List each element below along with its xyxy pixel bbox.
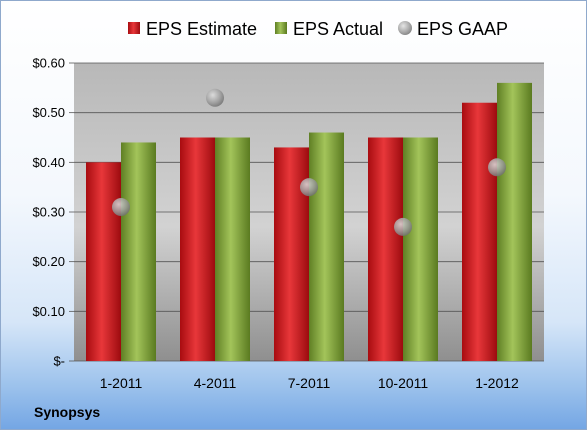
legend-item-actual: EPS Actual — [275, 19, 383, 39]
marker-eps-gaap — [488, 158, 506, 177]
y-axis-ticks: $- $0.10 $0.20 $0.30 $0.40 $0.50 $0.60 — [32, 56, 65, 369]
bar-eps-actual — [497, 82, 532, 361]
x-tick-label: 10-2011 — [378, 375, 429, 391]
bar-eps-estimate — [368, 137, 403, 361]
legend-swatch-actual — [275, 22, 287, 34]
y-tick-label: $0.60 — [32, 56, 65, 71]
gaap-markers — [112, 88, 506, 236]
y-tick-label: $0.30 — [32, 205, 65, 220]
legend-item-estimate: EPS Estimate — [128, 19, 257, 39]
company-label: Synopsys — [34, 404, 100, 420]
y-tick-label: $- — [53, 354, 65, 369]
bar-eps-estimate — [462, 102, 497, 361]
bar-eps-actual — [403, 137, 438, 361]
bar-eps-actual — [215, 137, 250, 361]
legend-label-actual: EPS Actual — [293, 19, 383, 39]
x-axis-ticks: 1-2011 4-2011 7-2011 10-2011 1-2012 — [100, 375, 519, 391]
y-tick-label: $0.40 — [32, 155, 65, 170]
y-tick-label: $0.20 — [32, 254, 65, 269]
bar-eps-actual — [121, 142, 156, 361]
legend: EPS Estimate EPS Actual EPS GAAP — [128, 19, 508, 39]
bar-eps-estimate — [274, 147, 309, 361]
y-tick-label: $0.50 — [32, 105, 65, 120]
bar-eps-estimate — [180, 137, 215, 361]
legend-label-estimate: EPS Estimate — [146, 19, 257, 39]
y-tick-label: $0.10 — [32, 304, 65, 319]
bar-eps-actual — [309, 132, 344, 361]
legend-swatch-gaap — [398, 21, 412, 35]
x-tick-label: 1-2011 — [100, 375, 143, 391]
bars — [86, 82, 532, 361]
x-tick-label: 4-2011 — [194, 375, 237, 391]
x-tick-label: 1-2012 — [475, 375, 519, 391]
x-tick-label: 7-2011 — [288, 375, 331, 391]
marker-eps-gaap — [394, 217, 412, 236]
marker-eps-gaap — [206, 88, 224, 107]
legend-swatch-estimate — [128, 22, 140, 34]
legend-item-gaap: EPS GAAP — [398, 19, 508, 39]
marker-eps-gaap — [300, 178, 318, 197]
marker-eps-gaap — [112, 198, 130, 217]
legend-label-gaap: EPS GAAP — [417, 19, 508, 39]
bar-eps-estimate — [86, 162, 121, 361]
